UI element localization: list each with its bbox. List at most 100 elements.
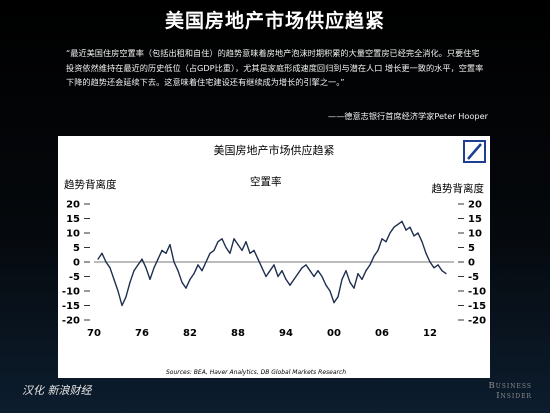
data-point [337, 296, 339, 298]
data-point [345, 270, 347, 272]
data-point [357, 273, 359, 275]
data-point [141, 258, 143, 260]
data-point [197, 264, 199, 266]
data-point [421, 241, 423, 243]
publisher-logo: Business Insider [488, 381, 532, 401]
data-point [221, 238, 223, 240]
y-tick-label-left: -20 [62, 316, 80, 327]
data-point [305, 264, 307, 266]
data-point [289, 284, 291, 286]
vacancy-chart: 美国房地产市场供应趋紧 趋势背离度 趋势背离度 空置率 20 20 15 15 10 10… [62, 140, 486, 376]
data-point [425, 252, 427, 254]
footer-credit: 汉化 新浪财经 [22, 384, 92, 397]
data-point [389, 232, 391, 234]
y-tick-label-left: 10 [66, 229, 80, 240]
data-point [229, 252, 231, 254]
data-point [369, 264, 371, 266]
y-tick-label-right: -5 [468, 272, 479, 283]
data-point [393, 226, 395, 228]
data-point [177, 270, 179, 272]
data-point [113, 278, 115, 280]
y-tick-label-left: 0 [73, 258, 80, 269]
data-point [433, 267, 435, 269]
y-tick-label-right: 15 [468, 214, 482, 225]
data-point [353, 287, 355, 289]
data-point [105, 261, 107, 263]
data-point [385, 241, 387, 243]
y-tick-label-right: 10 [468, 229, 482, 240]
y-tick-label-left: -15 [62, 301, 80, 312]
deutsche-bank-logo [463, 140, 486, 163]
data-point [233, 238, 235, 240]
publisher-line-1: Business [488, 381, 532, 391]
data-point [129, 281, 131, 283]
series-line-vacancy-rate [97, 220, 447, 307]
data-point [249, 252, 251, 254]
x-tick-label: 70 [87, 328, 101, 339]
data-point [401, 220, 403, 222]
data-point [313, 275, 315, 278]
data-point [205, 261, 207, 263]
data-point [405, 229, 407, 231]
data-point [137, 264, 139, 266]
data-point [365, 270, 367, 272]
data-point [341, 278, 343, 280]
data-point [361, 278, 363, 280]
data-point [397, 223, 399, 225]
data-point [173, 261, 175, 263]
data-point [209, 252, 211, 254]
data-point [269, 270, 271, 272]
y-tick-label-right: 5 [468, 243, 475, 254]
data-point [321, 275, 323, 278]
data-point [153, 267, 155, 269]
right-axis-label: 趋势背离度 [432, 182, 485, 195]
x-tick-label: 00 [327, 328, 341, 339]
data-point [169, 244, 171, 246]
x-tick-label: 06 [375, 328, 389, 339]
data-point [121, 304, 123, 307]
data-point [377, 249, 379, 251]
y-tick-label-left: 5 [73, 243, 80, 254]
data-point [281, 270, 283, 272]
x-tick-label: 94 [279, 328, 293, 339]
data-point [297, 273, 299, 275]
data-point [189, 278, 191, 280]
data-point [445, 273, 447, 275]
data-point [109, 267, 111, 269]
data-point [309, 270, 311, 272]
data-point [245, 241, 247, 243]
data-point [213, 249, 215, 251]
data-point [201, 270, 203, 272]
chart-title: 美国房地产市场供应趋紧 [214, 143, 335, 157]
y-tick-label-left: 15 [66, 214, 80, 225]
data-point [301, 267, 303, 269]
y-tick-label-right: 20 [468, 200, 482, 211]
series-label: 空置率 [250, 175, 282, 188]
data-point [349, 281, 351, 283]
data-point [145, 267, 147, 269]
data-point [193, 273, 195, 275]
data-point [253, 249, 255, 251]
y-tick-label-right: -20 [468, 316, 486, 327]
data-point [277, 275, 279, 278]
data-point [417, 232, 419, 234]
data-point [161, 249, 163, 251]
data-point [261, 267, 263, 269]
data-point [165, 252, 167, 254]
data-point [117, 290, 119, 292]
data-point [265, 275, 267, 278]
quote-attribution: ——德意志银行首席经济学家Peter Hooper [327, 111, 488, 121]
data-point [157, 258, 159, 260]
data-point [181, 281, 183, 283]
chart-panel: 美国房地产市场供应趋紧 趋势背离度 趋势背离度 空置率 20 20 15 15 10 10… [58, 136, 490, 378]
data-point [325, 284, 327, 286]
slide-title: 美国房地产市场供应趋紧 [164, 10, 385, 32]
data-point [381, 238, 383, 240]
data-point [257, 258, 259, 260]
data-point [97, 258, 99, 260]
y-tick-label-right: 0 [468, 258, 475, 269]
data-point [273, 264, 275, 266]
y-tick-label-left: -10 [62, 287, 80, 298]
data-point [333, 302, 335, 304]
data-point [437, 264, 439, 266]
